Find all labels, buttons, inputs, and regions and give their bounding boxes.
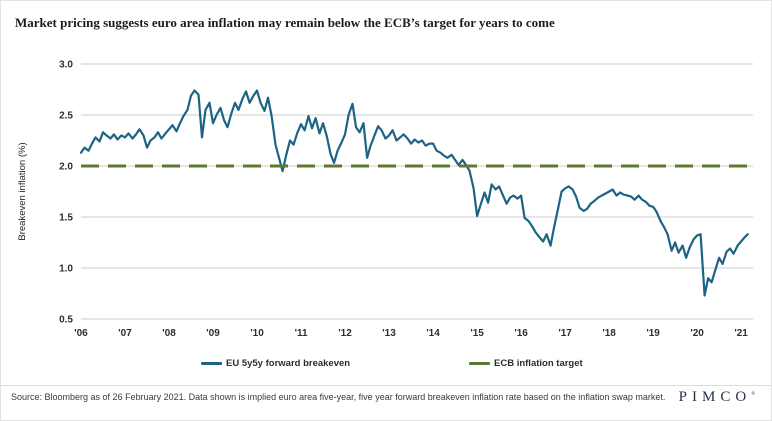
legend-label-eu-5y5y: EU 5y5y forward breakeven: [226, 357, 351, 369]
legend-label-ecb-target: ECB inflation target: [494, 357, 583, 369]
x-axis-tick-label: '06: [74, 328, 88, 339]
x-axis-tick-label: '10: [250, 328, 264, 339]
x-axis-tick-label: '19: [646, 328, 660, 339]
footer-divider: [1, 385, 771, 386]
y-axis-title: Breakeven inflation (%): [17, 142, 28, 240]
x-axis-tick-label: '12: [338, 328, 352, 339]
chart-area: 0.5 1.0 1.5 2.0 2.5 3.0 '06 '07 '08 '09 '10 '11 '12 '…: [1, 46, 771, 348]
y-axis-tick-label: 0.5: [59, 315, 73, 326]
pimco-logo-text: PIMCO: [678, 389, 752, 405]
source-note: Source: Bloomberg as of 26 February 2021…: [11, 392, 666, 402]
x-axis-tick-label: '08: [162, 328, 176, 339]
eu-5y5y-breakeven-line: [79, 89, 749, 297]
page-title: Market pricing suggests euro area inflat…: [15, 15, 555, 30]
x-axis-tick-label: '20: [690, 328, 704, 339]
registered-mark: ®: [751, 392, 755, 397]
x-axis-tick-label: '11: [295, 328, 308, 339]
y-axis-tick-label: 3.0: [59, 60, 73, 71]
y-axis-tick-label: 2.0: [59, 162, 73, 173]
y-axis-tick-label: 2.5: [59, 111, 73, 122]
y-axis-tick-label: 1.5: [59, 213, 73, 224]
x-axis-tick-label: '14: [426, 328, 440, 339]
y-axis-tick-label: 1.0: [59, 264, 73, 275]
x-axis-tick-label: '13: [382, 328, 396, 339]
target-line-marker-icon: [469, 361, 490, 365]
legend-item-eu-5y5y: EU 5y5y forward breakeven: [201, 356, 350, 370]
chart-legend: EU 5y5y forward breakeven ECB inflation …: [1, 356, 771, 372]
breakeven-inflation-line-chart: 0.5 1.0 1.5 2.0 2.5 3.0 '06 '07 '08 '09 '10 '11 '12 '…: [17, 60, 753, 339]
x-axis-tick-label: '16: [514, 328, 528, 339]
x-axis-tick-label: '17: [558, 328, 572, 339]
x-axis-tick-label: '07: [118, 328, 132, 339]
x-axis-tick-label: '18: [602, 328, 616, 339]
x-axis-tick-label: '15: [470, 328, 484, 339]
pimco-logo: PIMCO®: [679, 389, 755, 406]
series-line-marker-icon: [201, 361, 222, 365]
x-axis-tick-label: '09: [206, 328, 220, 339]
legend-item-ecb-target: ECB inflation target: [469, 356, 583, 370]
x-axis-tick-label: '21: [734, 328, 748, 339]
